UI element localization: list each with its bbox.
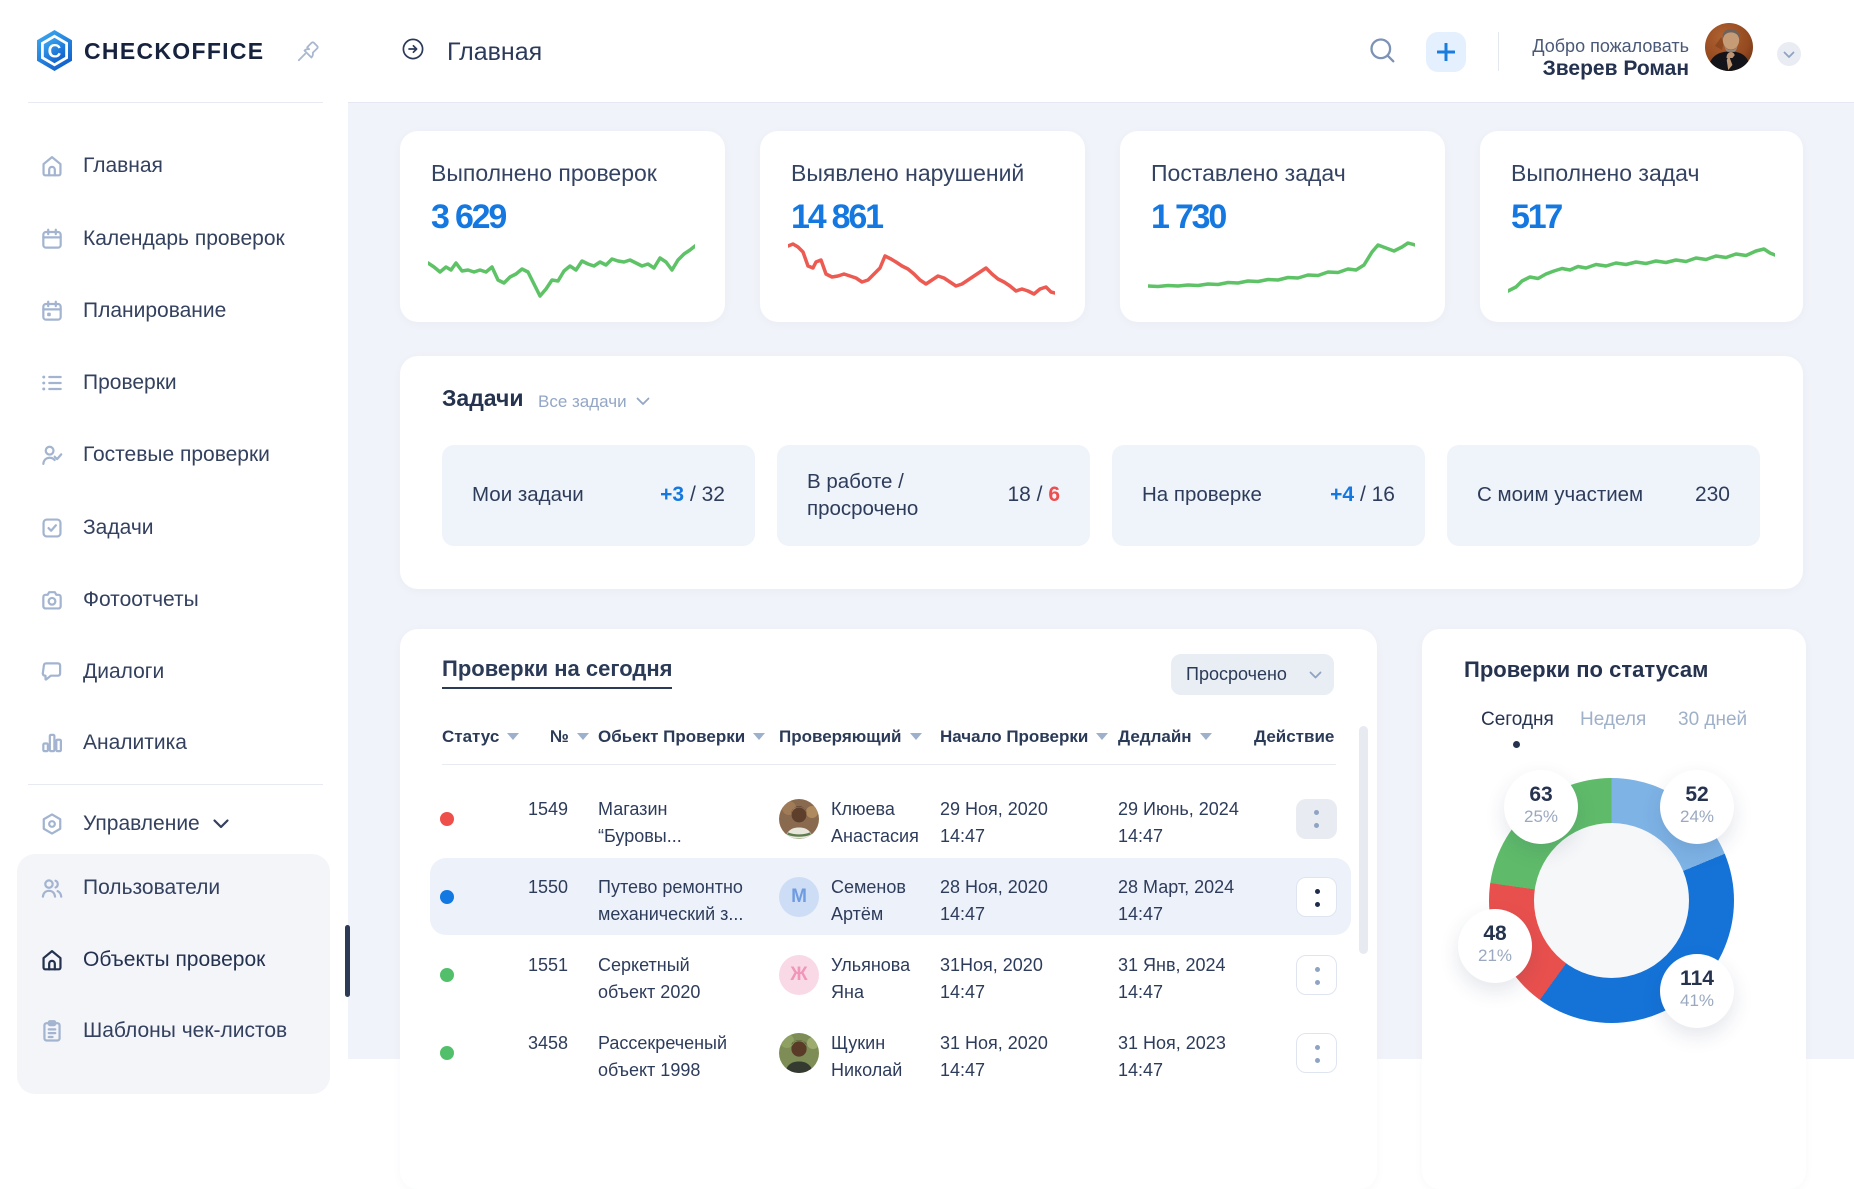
svg-text:C: C xyxy=(48,42,62,63)
